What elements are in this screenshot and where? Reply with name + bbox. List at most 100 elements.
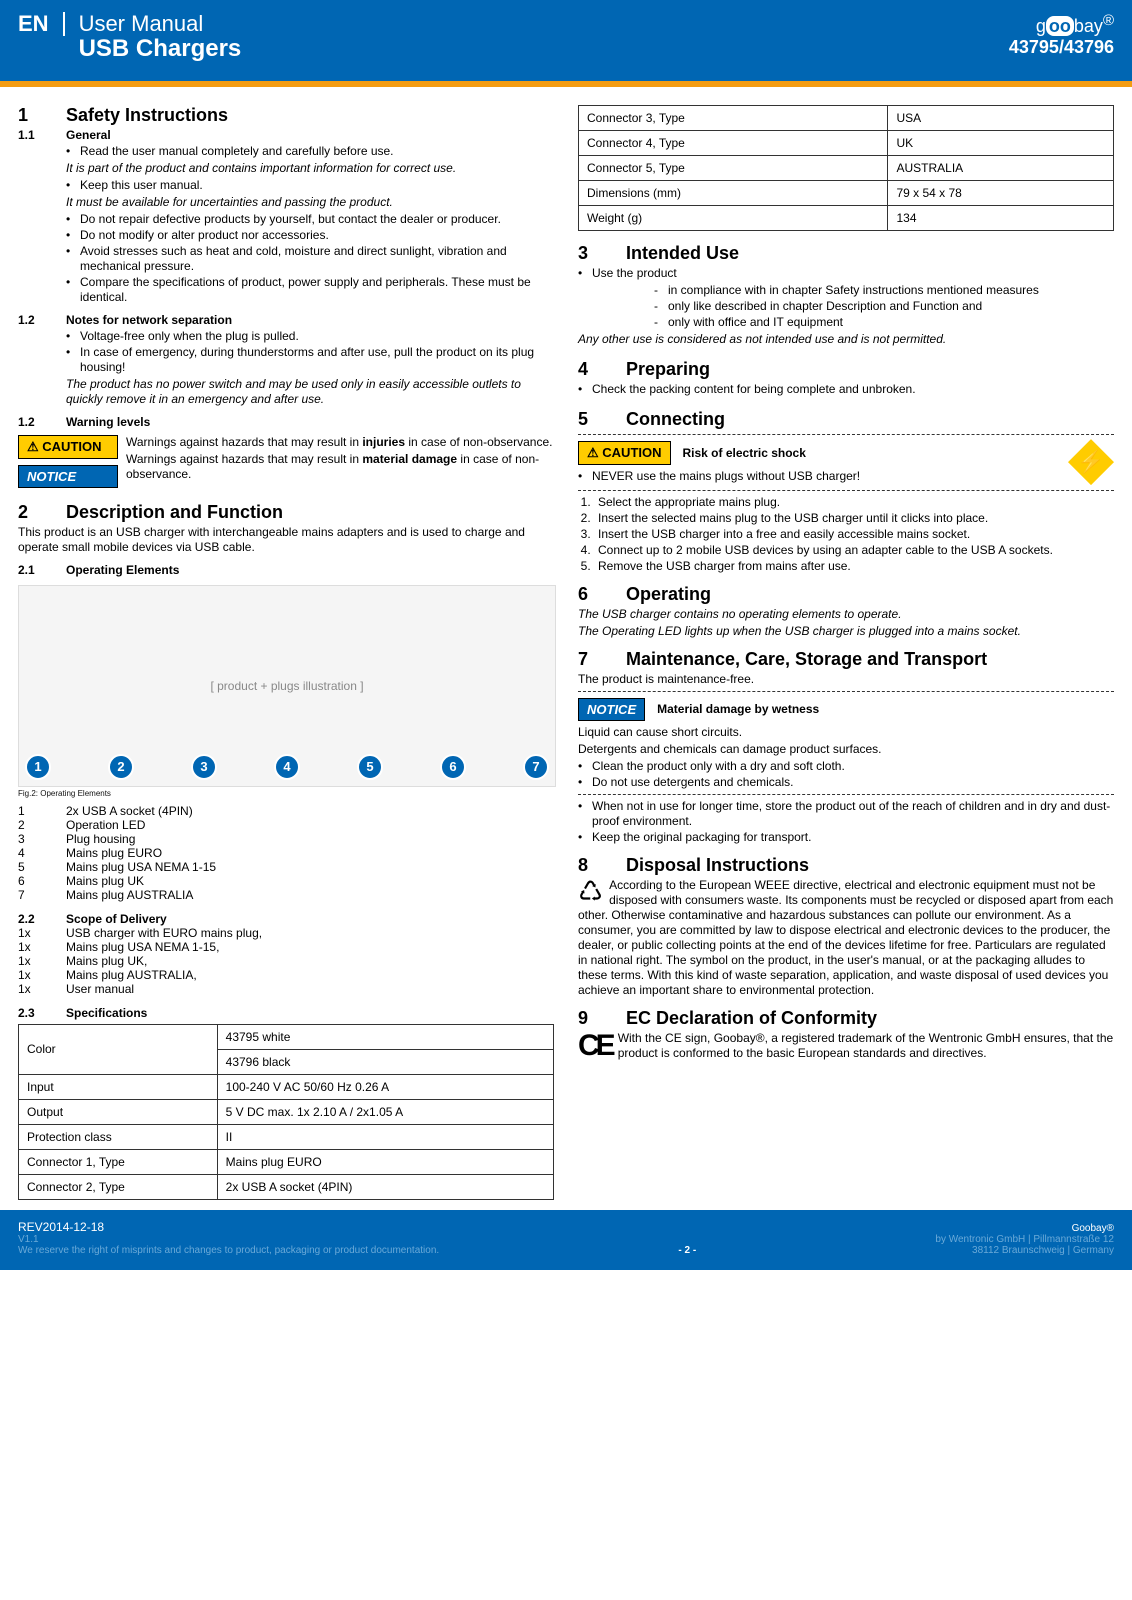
spec-key: Input xyxy=(19,1074,218,1099)
spec-val: 100-240 V AC 50/60 Hz 0.26 A xyxy=(217,1074,553,1099)
scope-qty: 1x xyxy=(18,954,66,968)
scope-row: 1xUser manual xyxy=(18,982,554,996)
scope-row: 1xMains plug USA NEMA 1-15, xyxy=(18,940,554,954)
section-2-num: 2 xyxy=(18,502,66,523)
right-column: Connector 3, TypeUSAConnector 4, TypeUKC… xyxy=(578,101,1114,1200)
scope-of-delivery-list: 1xUSB charger with EURO mains plug,1xMai… xyxy=(18,926,554,996)
footer-brand: Goobay® xyxy=(935,1223,1114,1234)
sub-1-2a-num: 1.2 xyxy=(18,313,66,327)
footer-rev: REV2014-12-18 xyxy=(18,1220,439,1234)
spec-val: USA xyxy=(888,105,1114,130)
divider xyxy=(578,794,1114,795)
sub-1-1-title: General xyxy=(66,128,111,142)
intended-d2: only like described in chapter Descripti… xyxy=(668,299,1114,314)
warn-damage: Warnings against hazards that may result… xyxy=(126,452,554,482)
subsection-1-1: 1.1General xyxy=(18,128,554,142)
subsection-1-2a: 1.2Notes for network separation xyxy=(18,313,554,327)
warning-labels: CAUTION NOTICE xyxy=(18,433,118,490)
spec-row: Protection classII xyxy=(19,1124,554,1149)
network-sep-list: Voltage-free only when the plug is pulle… xyxy=(18,329,554,375)
footer-disclaimer: We reserve the right of misprints and ch… xyxy=(18,1245,439,1256)
preparing-item-1: Check the packing content for being comp… xyxy=(592,382,1114,397)
operating-line-1: The USB charger contains no operating el… xyxy=(578,607,1114,622)
legend-val: Operation LED xyxy=(66,818,145,832)
sub-1-2a-title: Notes for network separation xyxy=(66,313,232,327)
header-right: goobay® 43795/43796 xyxy=(1009,12,1114,58)
sub-2-3-num: 2.3 xyxy=(18,1006,66,1020)
section-1-num: 1 xyxy=(18,105,66,126)
spec-val: 79 x 54 x 78 xyxy=(888,180,1114,205)
section-2-title: Description and Function xyxy=(66,502,283,522)
callout-7: 7 xyxy=(523,754,549,780)
intended-d1: in compliance with in chapter Safety ins… xyxy=(668,283,1114,298)
spec-row: Color43795 white xyxy=(19,1024,554,1049)
section-6-num: 6 xyxy=(578,584,626,605)
section-7-heading: 7Maintenance, Care, Storage and Transpor… xyxy=(578,649,1114,670)
callout-1: 1 xyxy=(25,754,51,780)
section-4-title: Preparing xyxy=(626,359,710,379)
section-4-num: 4 xyxy=(578,359,626,380)
legend-row: 7Mains plug AUSTRALIA xyxy=(18,888,554,902)
connecting-step: Select the appropriate mains plug. xyxy=(594,495,1114,510)
maint-list-b: When not in use for longer time, store t… xyxy=(578,799,1114,845)
figure-2: [ product + plugs illustration ] 1234567 xyxy=(18,585,556,787)
spec-val: 2x USB A socket (4PIN) xyxy=(217,1174,553,1199)
sub-2-3-title: Specifications xyxy=(66,1006,147,1020)
legend-row: 2Operation LED xyxy=(18,818,554,832)
general-list-a: Read the user manual completely and care… xyxy=(18,144,554,159)
operating-line-2: The Operating LED lights up when the USB… xyxy=(578,624,1114,639)
connecting-step: Insert the selected mains plug to the US… xyxy=(594,511,1114,526)
disposal-text: ♺According to the European WEEE directiv… xyxy=(578,878,1114,998)
maint-b4: Keep the original packaging for transpor… xyxy=(592,830,1114,845)
ce-icon: CE xyxy=(578,1031,612,1061)
figure-callouts: 1234567 xyxy=(25,754,549,780)
spec-key: Dimensions (mm) xyxy=(579,180,888,205)
legend-row: 4Mains plug EURO xyxy=(18,846,554,860)
section-2-intro: This product is an USB charger with inte… xyxy=(18,525,554,555)
subsection-2-2: 2.2Scope of Delivery xyxy=(18,912,554,926)
scope-qty: 1x xyxy=(18,982,66,996)
section-4-heading: 4Preparing xyxy=(578,359,1114,380)
callout-5: 5 xyxy=(357,754,383,780)
spec-val: 134 xyxy=(888,205,1114,230)
preparing-list: Check the packing content for being comp… xyxy=(578,382,1114,397)
general-list-c: Do not repair defective products by your… xyxy=(18,212,554,305)
legend-key: 4 xyxy=(18,846,66,860)
section-3-title: Intended Use xyxy=(626,243,739,263)
scope-val: USB charger with EURO mains plug, xyxy=(66,926,262,940)
scope-val: Mains plug AUSTRALIA, xyxy=(66,968,197,982)
shock-icon: ⚡ xyxy=(1068,439,1114,485)
network-item-1: Voltage-free only when the plug is pulle… xyxy=(80,329,554,344)
caution-badge-2: CAUTION xyxy=(578,441,671,465)
scope-val: Mains plug UK, xyxy=(66,954,147,968)
footer-page-number: - 2 - xyxy=(678,1245,696,1256)
spec-val: AUSTRALIA xyxy=(888,155,1114,180)
network-item-2: In case of emergency, during thunderstor… xyxy=(80,345,554,375)
section-9-heading: 9EC Declaration of Conformity xyxy=(578,1008,1114,1029)
subsection-1-2b: 1.2Warning levels xyxy=(18,415,554,429)
intended-d3: only with office and IT equipment xyxy=(668,315,1114,330)
legend-row: 5Mains plug USA NEMA 1-15 xyxy=(18,860,554,874)
spec-key: Connector 4, Type xyxy=(579,130,888,155)
never-item: NEVER use the mains plugs without USB ch… xyxy=(592,469,1056,484)
spec-key: Connector 1, Type xyxy=(19,1149,218,1174)
section-5-heading: 5Connecting xyxy=(578,409,1114,430)
sub-2-1-title: Operating Elements xyxy=(66,563,179,577)
intended-use-lead-text: Use the product xyxy=(592,266,1114,281)
spec-val: Mains plug EURO xyxy=(217,1149,553,1174)
spec-row: Dimensions (mm)79 x 54 x 78 xyxy=(579,180,1114,205)
doc-type: User Manual xyxy=(79,12,242,36)
subsection-2-3: 2.3Specifications xyxy=(18,1006,554,1020)
footer-version: V1.1 xyxy=(18,1234,439,1245)
spec-row: Input100-240 V AC 50/60 Hz 0.26 A xyxy=(19,1074,554,1099)
legend-val: Mains plug USA NEMA 1-15 xyxy=(66,860,216,874)
notice-badge: NOTICE xyxy=(18,465,118,488)
scope-qty: 1x xyxy=(18,926,66,940)
header-left: EN User Manual USB Chargers xyxy=(18,12,241,63)
footer-right: Goobay® by Wentronic GmbH | Pillmannstra… xyxy=(935,1223,1114,1256)
doc-title: USB Chargers xyxy=(79,36,242,62)
legend-row: 3Plug housing xyxy=(18,832,554,846)
spec-key: Connector 2, Type xyxy=(19,1174,218,1199)
divider xyxy=(578,691,1114,692)
left-column: 1Safety Instructions 1.1General Read the… xyxy=(18,101,554,1200)
